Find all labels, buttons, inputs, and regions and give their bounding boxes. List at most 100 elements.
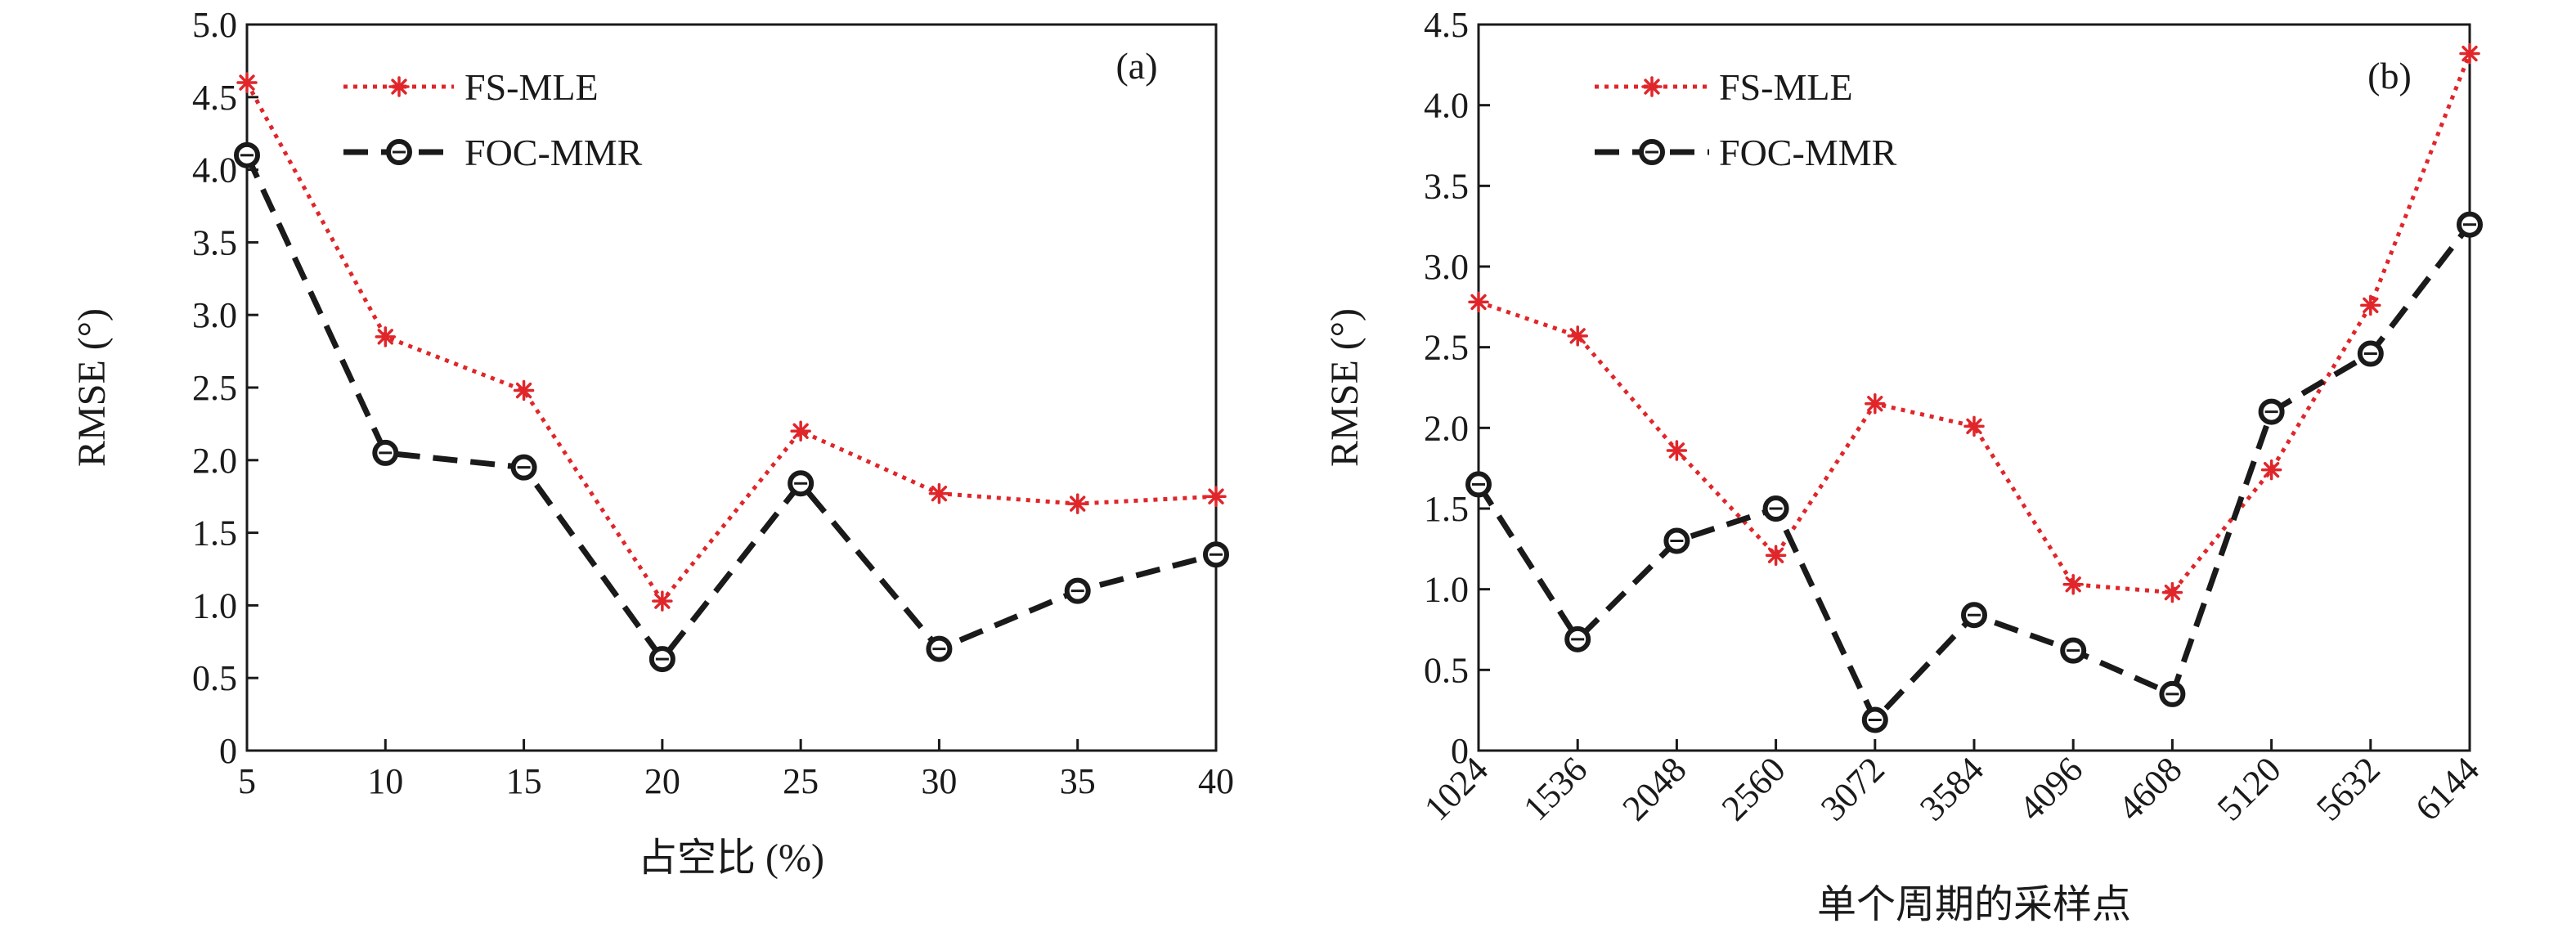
y-tick-label-b: 1.0 — [1424, 570, 1469, 610]
data-point-fs-mle-b — [2161, 581, 2183, 603]
x-tick-label-b: 5120 — [2210, 749, 2289, 828]
legend-marker-glyph — [1641, 76, 1663, 97]
data-point-foc-mmr-b — [2060, 637, 2087, 664]
x-tick-label-b: 2560 — [1714, 749, 1793, 828]
x-tick-label-a: 25 — [783, 761, 819, 801]
x-axis-title-b: 单个周期的采样点 — [1817, 883, 2131, 926]
x-tick-label-b: 1536 — [1515, 749, 1595, 828]
data-point-fs-mle-b — [1468, 291, 1489, 313]
data-point-foc-mmr-a — [372, 439, 399, 466]
series-line-foc-mmr-b — [1476, 222, 2472, 724]
data-point-fs-mle-a — [928, 482, 950, 504]
legend-a: FS-MLE FOC-MMR — [343, 66, 643, 173]
y-tick-label-b: 0 — [1451, 731, 1469, 771]
series-layer-a — [234, 72, 1229, 673]
x-tick-label-b: 4096 — [2011, 749, 2090, 828]
axis-ticks-a: 0 0.5 1.0 1.5 2.0 2.5 3.0 3.5 4.0 4.5 5.0 5 10 15 20 25… — [192, 5, 1234, 801]
legend-marker-glyph — [1639, 139, 1665, 165]
data-point-foc-mmr-a — [510, 454, 537, 481]
x-tick-label-b: 4608 — [2111, 749, 2190, 828]
data-point-foc-mmr-b — [1861, 706, 1888, 733]
data-point-fs-mle-a — [790, 420, 811, 442]
y-tick-label-a: 2.5 — [192, 368, 237, 408]
y-tick-label-b: 3.0 — [1424, 247, 1469, 287]
x-tick-label-b: 2048 — [1615, 749, 1694, 828]
y-tick-label-a: 3.5 — [192, 222, 237, 262]
x-tick-label-b: 6144 — [2408, 749, 2487, 828]
data-point-fs-mle-b — [1666, 440, 1688, 461]
x-tick-label-a: 10 — [367, 761, 403, 801]
axis-ticks-b: 0 0.5 1.0 1.5 2.0 2.5 3.0 3.5 4.0 4.5 1024 1536 2048… — [1416, 5, 2487, 828]
data-point-fs-mle-b — [2062, 573, 2084, 595]
y-tick-label-a: 0 — [219, 731, 237, 771]
x-tick-label-a: 40 — [1198, 761, 1234, 801]
legend-marker-fs-mle-a — [388, 76, 410, 97]
y-tick-label-a: 1.0 — [192, 585, 237, 625]
data-point-fs-mle-a — [513, 379, 535, 401]
legend-marker-glyph — [386, 139, 412, 165]
y-tick-label-a: 0.5 — [192, 658, 237, 698]
y-tick-label-a: 4.5 — [192, 78, 237, 118]
data-point-fs-mle-b — [2360, 294, 2381, 316]
x-tick-label-b: 3584 — [1912, 749, 1991, 828]
data-point-fs-mle-a — [236, 72, 258, 93]
data-point-fs-mle-a — [652, 590, 673, 612]
data-point-fs-mle-b — [1865, 392, 1886, 415]
data-point-foc-mmr-a — [648, 646, 675, 673]
y-tick-label-b: 2.5 — [1424, 328, 1469, 368]
data-point-foc-mmr-b — [1762, 495, 1789, 522]
x-tick-label-a: 30 — [921, 761, 957, 801]
y-tick-label-a: 2.0 — [192, 441, 237, 481]
x-tick-label-b: 1024 — [1416, 749, 1496, 828]
data-point-fs-mle-a — [1066, 493, 1088, 514]
chart-panel-a: 0 0.5 1.0 1.5 2.0 2.5 3.0 3.5 4.0 4.5 5.0 5 10 15 20 25… — [70, 5, 1234, 880]
data-point-fs-mle-b — [2260, 459, 2282, 481]
x-tick-label-b: 5632 — [2309, 749, 2388, 828]
panel-label-a: (a) — [1115, 45, 1157, 87]
data-point-foc-mmr-b — [1663, 527, 1690, 554]
data-point-foc-mmr-a — [926, 635, 953, 662]
y-tick-label-a: 5.0 — [192, 5, 237, 45]
data-point-foc-mmr-a — [234, 141, 260, 168]
data-point-fs-mle-b — [1765, 545, 1787, 566]
data-point-foc-mmr-b — [1465, 471, 1492, 498]
y-axis-title-b: RMSE (°) — [1323, 308, 1367, 467]
y-tick-label-b: 0.5 — [1424, 650, 1469, 690]
x-tick-label-a: 35 — [1060, 761, 1096, 801]
plot-frame-a — [245, 23, 1218, 752]
series-layer-b — [1465, 43, 2483, 733]
y-tick-label-b: 4.0 — [1424, 86, 1469, 126]
legend-marker-fs-mle-b — [1641, 76, 1663, 97]
legend-b: FS-MLE FOC-MMR — [1595, 66, 1897, 173]
panel-label-b: (b) — [2367, 55, 2412, 96]
series-line-fs-mle-a — [245, 81, 1217, 603]
x-tick-label-a: 20 — [644, 761, 680, 801]
chart-panel-b: 0 0.5 1.0 1.5 2.0 2.5 3.0 3.5 4.0 4.5 1024 1536 2048… — [1323, 5, 2487, 926]
legend-marker-glyph — [388, 76, 410, 97]
legend-label-foc-mmr-b: FOC-MMR — [1719, 132, 1897, 173]
data-point-fs-mle-b — [1567, 325, 1588, 347]
y-tick-label-a: 3.0 — [192, 295, 237, 335]
y-tick-label-a: 4.0 — [192, 150, 237, 191]
data-point-fs-mle-b — [1963, 415, 1985, 437]
data-point-fs-mle-a — [1205, 486, 1227, 507]
legend-label-fs-mle-a: FS-MLE — [464, 66, 599, 108]
y-tick-label-b: 1.5 — [1424, 489, 1469, 529]
data-point-foc-mmr-b — [2357, 340, 2384, 367]
x-tick-label-a: 15 — [506, 761, 542, 801]
x-tick-label-a: 5 — [238, 761, 256, 801]
plot-frame-b — [1477, 23, 2471, 752]
y-tick-label-b: 3.5 — [1424, 166, 1469, 206]
legend-label-fs-mle-b: FS-MLE — [1719, 66, 1853, 108]
data-point-fs-mle-a — [375, 326, 397, 347]
y-tick-label-b: 4.5 — [1424, 5, 1469, 45]
data-point-foc-mmr-a — [1064, 577, 1091, 604]
y-axis-title-a: RMSE (°) — [70, 308, 114, 467]
data-point-fs-mle-b — [2459, 43, 2480, 65]
data-point-foc-mmr-b — [1564, 625, 1591, 652]
data-point-foc-mmr-b — [2258, 398, 2285, 425]
data-point-foc-mmr-b — [2159, 680, 2186, 707]
y-tick-label-a: 1.5 — [192, 513, 237, 554]
legend-marker-foc-mmr-a — [386, 139, 412, 165]
